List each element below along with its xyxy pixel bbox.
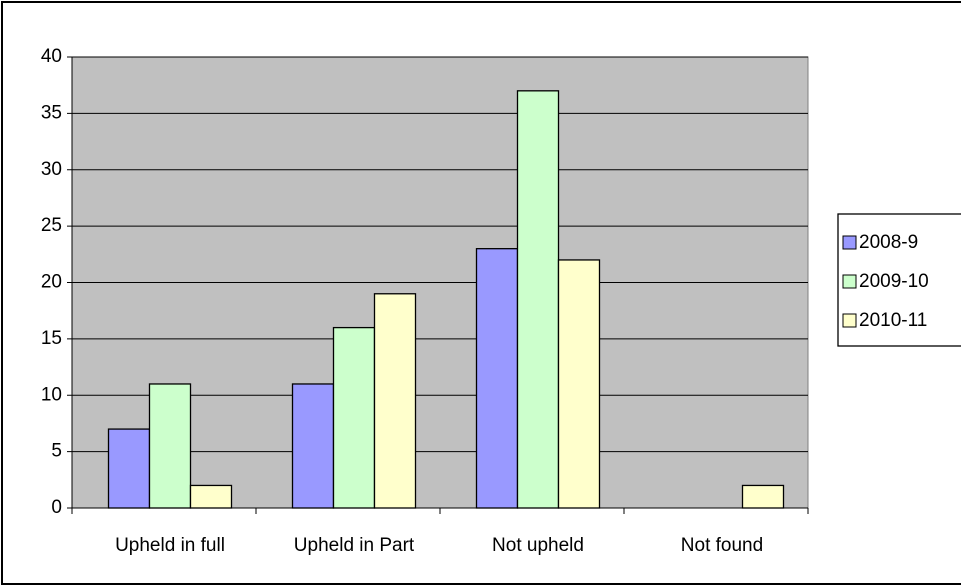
x-tick-label: Upheld in Part [294, 535, 415, 556]
legend-label: 2008-9 [859, 232, 918, 253]
bar [557, 259, 601, 509]
legend-swatch [842, 274, 857, 289]
legend-label: 2009-10 [859, 271, 929, 292]
bar [741, 484, 785, 509]
y-tick-label: 15 [41, 328, 62, 349]
x-tick-label: Upheld in full [115, 535, 225, 556]
legend-swatch [842, 313, 857, 328]
bar [373, 293, 417, 509]
y-tick-label: 25 [41, 215, 62, 236]
x-tick-label: Not upheld [492, 535, 584, 556]
y-tick-label: 10 [41, 384, 62, 405]
bar [148, 383, 192, 509]
legend-box [837, 213, 961, 347]
bar [332, 326, 376, 509]
y-tick-label: 0 [51, 497, 62, 518]
y-tick-label: 20 [41, 272, 62, 293]
y-tick-label: 35 [41, 102, 62, 123]
bar [475, 248, 519, 509]
bar [107, 428, 151, 509]
bar [189, 484, 233, 509]
y-tick-label: 30 [41, 159, 62, 180]
legend-label: 2010-11 [859, 310, 927, 331]
y-tick-label: 40 [41, 46, 62, 67]
bar [291, 383, 335, 509]
bar [516, 90, 560, 509]
y-tick-label: 5 [51, 441, 62, 462]
x-tick-label: Not found [681, 535, 763, 556]
legend-swatch [842, 235, 857, 250]
